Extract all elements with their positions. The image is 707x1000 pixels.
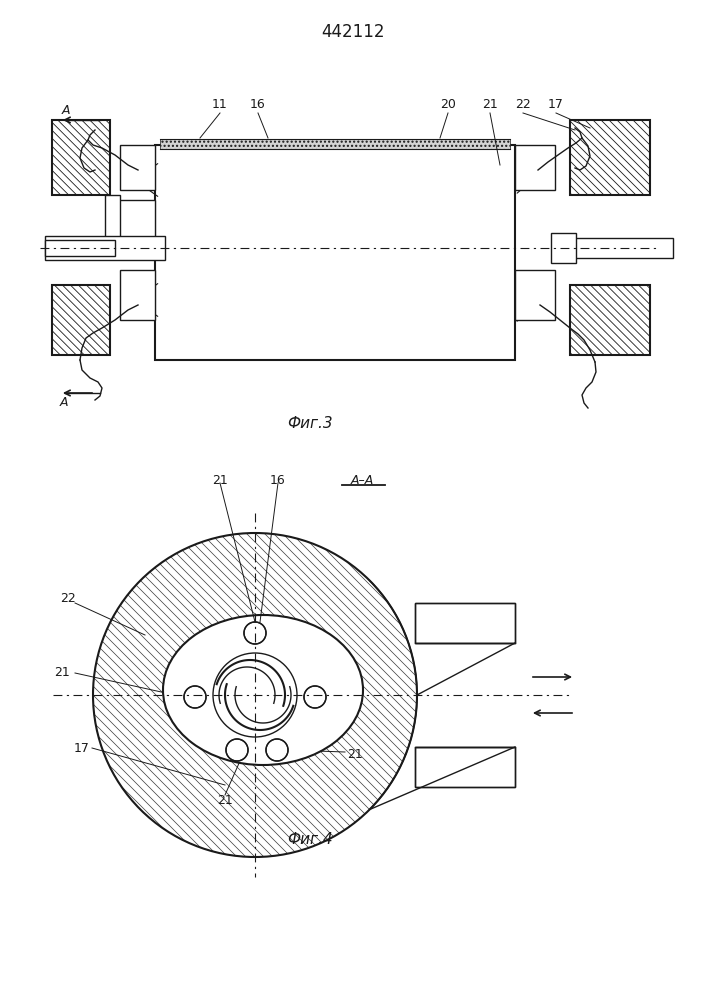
Circle shape bbox=[213, 653, 297, 737]
Text: 21: 21 bbox=[54, 666, 70, 680]
PathPatch shape bbox=[570, 120, 650, 195]
Circle shape bbox=[242, 682, 268, 708]
PathPatch shape bbox=[52, 120, 110, 195]
Text: 11: 11 bbox=[212, 98, 228, 110]
Bar bbox=[105, 195, 120, 250]
Text: Фиг.4: Фиг.4 bbox=[287, 832, 333, 848]
Circle shape bbox=[184, 686, 206, 708]
Bar bbox=[52, 120, 110, 195]
Text: A–A: A–A bbox=[351, 474, 373, 487]
PathPatch shape bbox=[570, 285, 650, 355]
Circle shape bbox=[241, 681, 269, 709]
Text: A: A bbox=[60, 396, 69, 410]
Text: 22: 22 bbox=[60, 591, 76, 604]
Bar bbox=[570, 285, 650, 355]
Bar bbox=[515, 145, 555, 190]
Bar bbox=[52, 285, 110, 355]
Text: 16: 16 bbox=[270, 474, 286, 487]
Text: 20: 20 bbox=[440, 98, 456, 110]
Circle shape bbox=[304, 686, 326, 708]
PathPatch shape bbox=[415, 603, 515, 643]
Bar bbox=[45, 236, 165, 260]
Text: 16: 16 bbox=[250, 98, 266, 110]
Text: A: A bbox=[62, 104, 70, 116]
Bar bbox=[45, 240, 115, 256]
Circle shape bbox=[244, 622, 266, 644]
Bar bbox=[515, 270, 555, 320]
Polygon shape bbox=[235, 687, 291, 723]
Bar bbox=[120, 270, 155, 320]
Circle shape bbox=[245, 623, 265, 643]
Text: 442112: 442112 bbox=[321, 23, 385, 41]
Bar bbox=[155, 145, 515, 360]
Text: 22: 22 bbox=[515, 98, 531, 110]
Ellipse shape bbox=[163, 615, 363, 765]
Text: 17: 17 bbox=[548, 98, 564, 110]
Circle shape bbox=[267, 740, 287, 760]
Bar bbox=[551, 233, 576, 263]
Text: 17: 17 bbox=[74, 742, 90, 754]
Bar bbox=[553, 238, 673, 258]
PathPatch shape bbox=[415, 747, 515, 787]
PathPatch shape bbox=[52, 285, 110, 355]
Text: 21: 21 bbox=[482, 98, 498, 110]
Text: 21: 21 bbox=[347, 748, 363, 762]
Bar bbox=[110, 200, 155, 245]
Text: 21: 21 bbox=[217, 794, 233, 806]
Circle shape bbox=[266, 739, 288, 761]
Polygon shape bbox=[415, 747, 515, 787]
Text: Фиг.3: Фиг.3 bbox=[287, 416, 333, 430]
Text: 21: 21 bbox=[212, 474, 228, 487]
Polygon shape bbox=[219, 667, 275, 703]
Circle shape bbox=[185, 687, 205, 707]
Circle shape bbox=[227, 740, 247, 760]
Circle shape bbox=[305, 687, 325, 707]
Bar bbox=[160, 139, 510, 149]
Bar bbox=[120, 145, 155, 190]
Circle shape bbox=[226, 739, 248, 761]
Bar bbox=[570, 120, 650, 195]
Circle shape bbox=[93, 533, 417, 857]
Polygon shape bbox=[415, 603, 515, 643]
